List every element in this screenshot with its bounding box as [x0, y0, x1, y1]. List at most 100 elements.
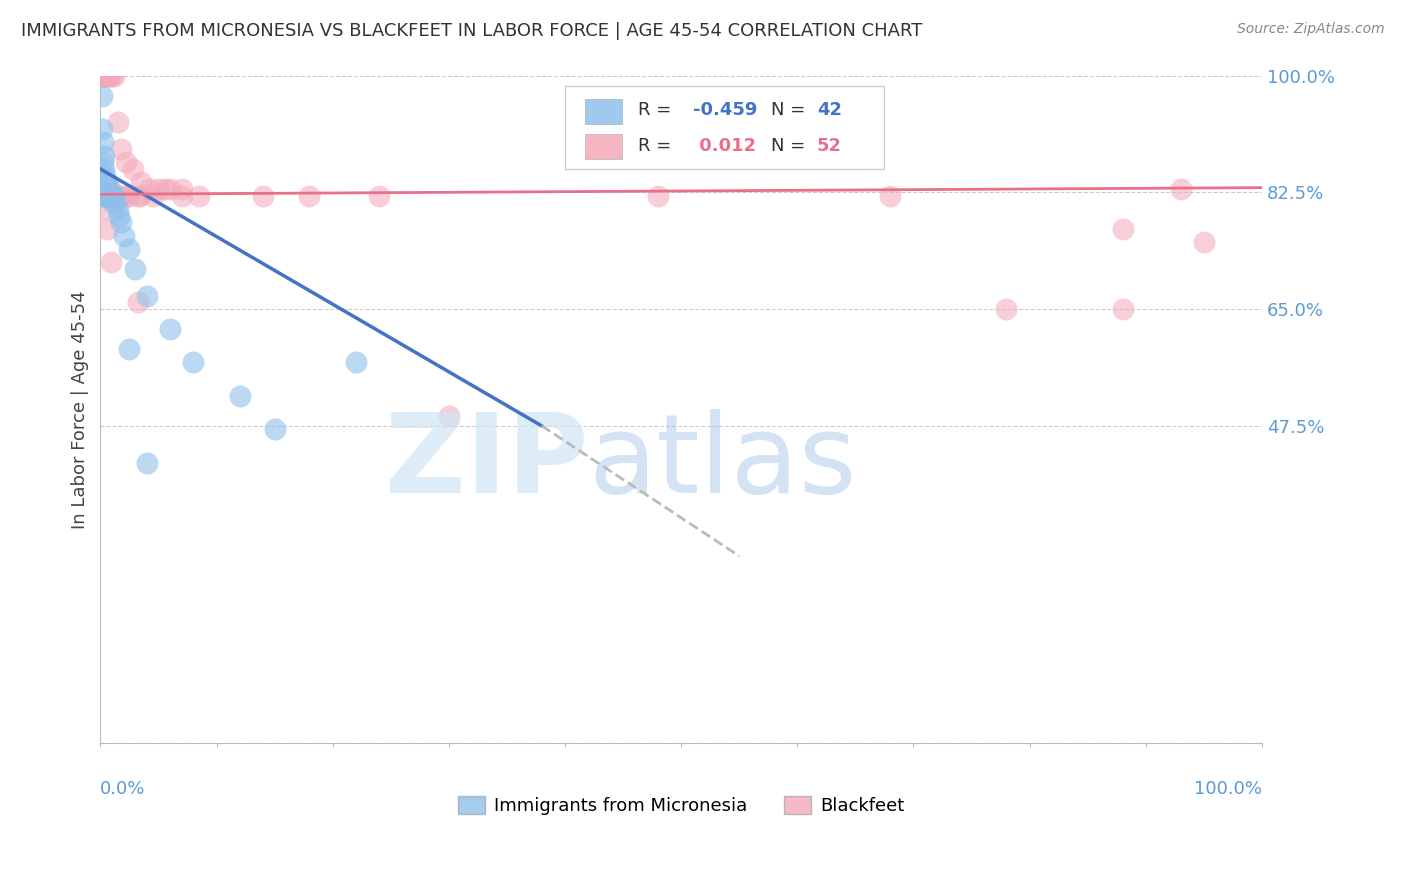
Point	[91, 175, 114, 189]
Point	[93, 161, 115, 176]
Point	[298, 188, 321, 202]
Point	[127, 188, 149, 202]
Text: N =: N =	[770, 137, 811, 155]
Point	[98, 69, 121, 83]
Point	[1111, 302, 1133, 317]
Point	[647, 188, 669, 202]
FancyBboxPatch shape	[585, 134, 621, 160]
Point	[93, 202, 115, 216]
FancyBboxPatch shape	[565, 86, 884, 169]
Point	[1192, 235, 1215, 250]
Point	[96, 175, 118, 189]
Point	[1111, 222, 1133, 236]
Point	[101, 188, 124, 202]
Point	[91, 155, 114, 169]
Text: Source: ZipAtlas.com: Source: ZipAtlas.com	[1237, 22, 1385, 37]
Text: 0.012: 0.012	[693, 137, 756, 155]
Point	[107, 202, 129, 216]
Text: 42: 42	[817, 101, 842, 119]
Point	[159, 182, 181, 196]
Point	[101, 195, 124, 210]
Point	[135, 289, 157, 303]
Point	[181, 355, 204, 369]
Point	[96, 188, 118, 202]
Point	[170, 188, 193, 202]
Point	[98, 188, 121, 202]
Point	[110, 215, 132, 229]
Text: -0.459: -0.459	[693, 101, 756, 119]
Point	[101, 188, 124, 202]
Point	[344, 355, 367, 369]
Point	[98, 188, 121, 202]
Text: R =: R =	[638, 101, 678, 119]
Point	[101, 188, 124, 202]
Point	[108, 188, 131, 202]
Point	[96, 182, 118, 196]
Text: R =: R =	[638, 137, 678, 155]
Point	[129, 175, 152, 189]
Point	[115, 155, 138, 169]
Point	[155, 182, 177, 196]
Point	[94, 69, 117, 83]
Text: ZIP: ZIP	[385, 409, 588, 516]
Point	[124, 262, 146, 277]
Text: N =: N =	[770, 101, 811, 119]
Point	[96, 69, 118, 83]
Point	[94, 182, 117, 196]
Point	[96, 188, 118, 202]
Point	[101, 69, 124, 83]
Point	[142, 188, 165, 202]
Point	[93, 69, 115, 83]
Point	[100, 255, 122, 269]
Point	[96, 222, 118, 236]
Point	[148, 182, 170, 196]
Point	[229, 389, 252, 403]
Point	[118, 342, 141, 356]
Point	[127, 295, 149, 310]
Point	[135, 456, 157, 470]
Point	[110, 142, 132, 156]
Point	[252, 188, 274, 202]
Point	[170, 182, 193, 196]
Point	[94, 169, 117, 183]
Y-axis label: In Labor Force | Age 45-54: In Labor Force | Age 45-54	[72, 290, 89, 529]
Point	[91, 188, 114, 202]
Point	[90, 69, 112, 83]
Point	[188, 188, 211, 202]
Point	[110, 188, 132, 202]
Text: 52: 52	[817, 137, 842, 155]
Point	[90, 88, 112, 103]
Point	[104, 195, 127, 210]
Point	[115, 188, 138, 202]
Point	[97, 188, 120, 202]
Point	[368, 188, 391, 202]
Point	[90, 122, 112, 136]
Point	[91, 69, 114, 83]
Point	[94, 188, 117, 202]
Point	[100, 188, 122, 202]
Point	[263, 422, 285, 436]
Point	[96, 188, 118, 202]
Point	[98, 182, 121, 196]
Point	[112, 228, 135, 243]
Text: 100.0%: 100.0%	[1194, 780, 1263, 797]
Point	[96, 69, 118, 83]
Point	[879, 188, 901, 202]
Point	[97, 69, 120, 83]
Point	[93, 188, 115, 202]
Point	[995, 302, 1018, 317]
Point	[122, 161, 145, 176]
Point	[1170, 182, 1192, 196]
Point	[128, 188, 150, 202]
Point	[97, 188, 120, 202]
Point	[107, 115, 129, 129]
Point	[93, 188, 115, 202]
Point	[97, 182, 120, 196]
Point	[96, 188, 118, 202]
Point	[118, 188, 141, 202]
Point	[94, 188, 117, 202]
Point	[108, 209, 131, 223]
Point	[159, 322, 181, 336]
Point	[93, 148, 115, 162]
FancyBboxPatch shape	[585, 99, 621, 124]
